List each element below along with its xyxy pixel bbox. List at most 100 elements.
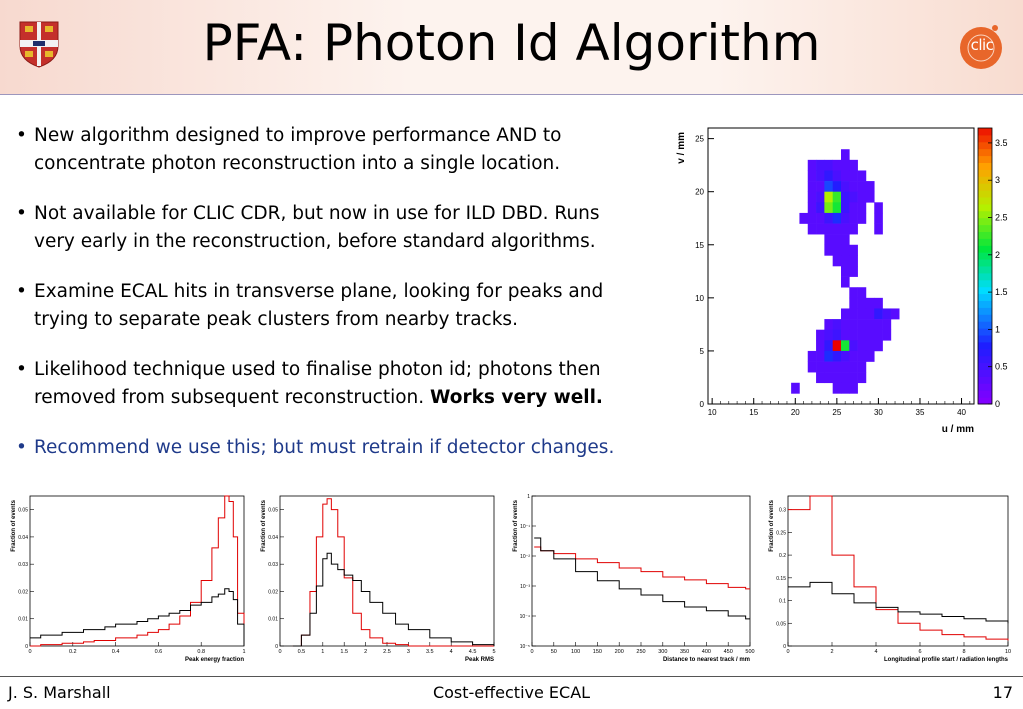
colorbar-segment <box>978 266 992 274</box>
heatmap-cell <box>841 181 850 192</box>
y-axis-title: Fraction of events <box>11 499 17 551</box>
colorbar-segment <box>978 217 992 226</box>
x-tick-label: 25 <box>832 408 841 417</box>
x-tick-label: 3 <box>407 649 410 655</box>
x-tick-label: 150 <box>593 649 602 655</box>
y-tick-label: 10⁻² <box>520 554 530 560</box>
bullet-emphasis: Works very well. <box>430 387 603 408</box>
heatmap-cell <box>857 372 867 384</box>
heatmap-cell <box>832 255 842 267</box>
longitudinal-profile-plot: 0 2 4 6 8 10 0 0.05 0.1 0.15 0.2 0.25 0.3 Longitudina… <box>769 495 1011 663</box>
heatmap-cell <box>832 191 842 203</box>
heatmap-cell <box>807 202 817 214</box>
series-line-1 <box>534 537 750 620</box>
x-tick-label: 10 <box>1005 649 1011 655</box>
heatmap-cell <box>857 181 867 192</box>
x-tick-label: 250 <box>636 649 645 655</box>
heatmap-cell <box>865 297 875 309</box>
y-tick-label: 25 <box>695 135 704 144</box>
heatmap-cell <box>832 159 842 171</box>
heatmap-cell <box>849 308 858 320</box>
heatmap-cell <box>841 372 850 384</box>
y-axis-title: v / mm <box>676 132 687 164</box>
heatmap-cell <box>857 297 867 309</box>
x-tick-label: 0.8 <box>197 649 205 655</box>
heatmap-cell <box>841 350 850 362</box>
colorbar-segment <box>978 245 992 253</box>
heatmap-cell <box>882 319 892 330</box>
heatmap-cell <box>849 297 858 309</box>
heatmap-cell <box>849 350 858 362</box>
heatmap-cell <box>841 149 850 161</box>
heatmap-cell <box>799 212 809 224</box>
university-crest-icon <box>19 21 59 68</box>
x-tick-label: 1 <box>321 649 324 655</box>
heatmap-cell <box>816 350 825 362</box>
series-line-1 <box>30 588 245 646</box>
heatmap-cell <box>841 202 850 214</box>
y-tick-label: 0 <box>783 644 786 650</box>
colorbar-segment <box>978 162 992 170</box>
heatmap-cell <box>832 319 842 330</box>
heatmap-cell <box>832 212 842 224</box>
heatmap-cell <box>832 202 842 214</box>
heatmap-cell <box>857 287 867 299</box>
y-axis-title: Fraction of events <box>261 499 267 551</box>
x-tick-label: 4 <box>450 649 453 655</box>
colorbar-tick-label: 3 <box>995 175 1000 185</box>
x-tick-label: 40 <box>957 408 966 417</box>
heatmap-cell <box>890 308 900 320</box>
bullet-item: Not available for CLIC CDR, but now in u… <box>16 200 646 256</box>
y-tick-label: 10⁻⁵ <box>520 644 530 650</box>
heatmap-cell <box>807 191 817 203</box>
y-tick-label: 0.03 <box>268 562 278 568</box>
x-tick-label: 400 <box>702 649 711 655</box>
slide-title: PFA: Photon Id Algorithm <box>202 14 821 72</box>
heatmap-cell <box>841 159 850 171</box>
y-tick-label: 0.25 <box>776 530 786 536</box>
colorbar-segment <box>978 307 992 315</box>
heatmap-cell <box>832 234 842 246</box>
heatmap-cell <box>824 191 833 203</box>
colorbar-segment <box>978 210 992 219</box>
heatmap-cell <box>824 329 833 341</box>
heatmap-cell <box>841 308 850 320</box>
y-tick-label: 0 <box>275 644 278 650</box>
heatmap-cell <box>849 361 858 373</box>
x-axis-title: u / mm <box>942 424 974 435</box>
heatmap-cell <box>824 181 833 192</box>
heatmap-cell <box>841 319 850 330</box>
y-tick-label: 0 <box>700 400 705 409</box>
colorbar-frame <box>977 127 993 405</box>
bullet-item: Likelihood technique used to finalise ph… <box>16 356 646 412</box>
heatmap-cell <box>791 382 800 394</box>
colorbar-segment <box>978 155 992 163</box>
colorbar-segment <box>978 190 992 198</box>
colorbar-tick-label: 1 <box>995 324 1000 334</box>
x-tick-label: 0 <box>278 649 281 655</box>
bullet-item-recommendation: Recommend we use this; but must retrain … <box>16 434 646 462</box>
y-tick-label: 0.03 <box>18 562 28 568</box>
heatmap-cell <box>816 340 825 352</box>
heatmap-cell <box>824 202 833 214</box>
colorbar-segment <box>978 183 992 191</box>
colorbar-segment <box>978 383 992 391</box>
heatmap-cell <box>857 340 867 352</box>
colorbar-segment <box>978 203 992 212</box>
x-tick-label: 15 <box>749 408 758 417</box>
peak-energy-fraction-plot: 0 0.2 0.4 0.6 0.8 1 0 0.01 0.02 0.03 0.04 0.05 Peak … <box>11 495 246 663</box>
y-tick-label: 10⁻⁴ <box>520 614 530 620</box>
colorbar-segment <box>978 252 992 260</box>
x-tick-label: 4 <box>874 649 877 655</box>
x-tick-label: 4.5 <box>469 649 477 655</box>
y-tick-label: 10 <box>695 294 704 303</box>
colorbar-segment <box>978 369 992 377</box>
heatmap-cell <box>865 350 875 362</box>
y-tick-label: 0.01 <box>18 617 28 623</box>
colorbar-segment <box>978 231 992 239</box>
heatmap-cell <box>824 223 833 235</box>
slide-header <box>0 0 1023 94</box>
x-tick-label: 450 <box>724 649 733 655</box>
y-tick-label: 5 <box>700 347 705 356</box>
heatmap-cell <box>874 297 883 309</box>
